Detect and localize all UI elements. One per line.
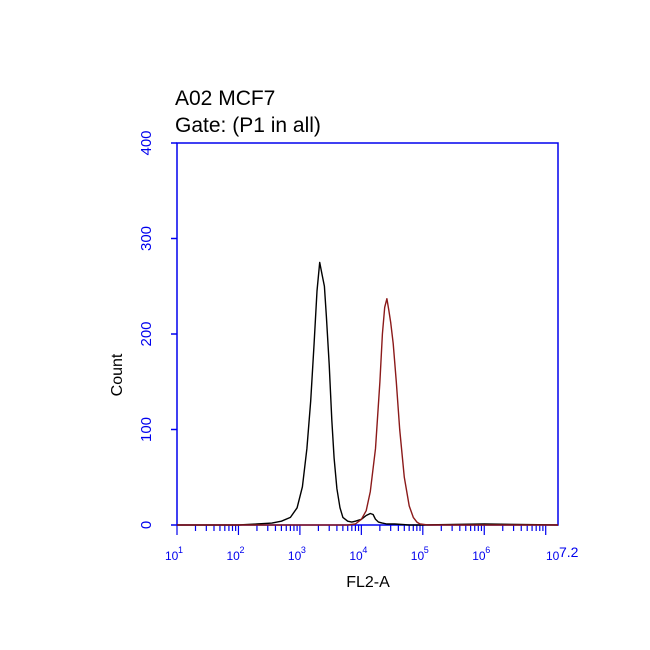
x-tick-label-base: 10 [349,549,363,563]
x-tick-label-base: 10 [226,549,240,563]
y-tick-label: 200 [138,321,155,346]
x-tick-label-exponent: 6 [485,545,490,555]
x-tick-label-base: 10 [165,549,179,563]
series-line-red [177,298,558,526]
x-tick-label-exponent: 7.2 [559,544,579,560]
x-tick-label-exponent: 2 [239,545,244,555]
x-tick-label-base: 10 [288,549,302,563]
title-line-2: Gate: (P1 in all) [175,114,321,137]
series-line-black [177,261,559,526]
x-axis-label: FL2-A [346,574,390,591]
series-lines [177,261,559,526]
x-tick-label-exponent: 5 [424,545,429,555]
title-line-1: A02 MCF7 [175,87,275,110]
x-tick-label-base: 10 [472,549,486,563]
y-tick-label: 0 [138,521,155,529]
x-tick-label-base: 10 [411,549,425,563]
y-axis-label: Count [109,353,126,396]
x-tick-label-base: 10 [546,549,560,563]
y-tick-label: 400 [138,130,155,155]
x-axis: 10 1 10 2 10 3 10 4 10 5 10 6 10 7.2 [165,525,579,563]
chart-title: A02 MCF7 Gate: (P1 in all) [175,87,321,137]
y-tick-label: 100 [138,417,155,442]
x-tick-label-exponent: 3 [301,545,306,555]
plot-frame [176,142,559,526]
y-tick-label: 300 [138,226,155,251]
x-tick-label-exponent: 4 [362,545,367,555]
y-axis: 0 100 200 300 400 [138,130,177,529]
x-tick-label-exponent: 1 [178,545,183,555]
